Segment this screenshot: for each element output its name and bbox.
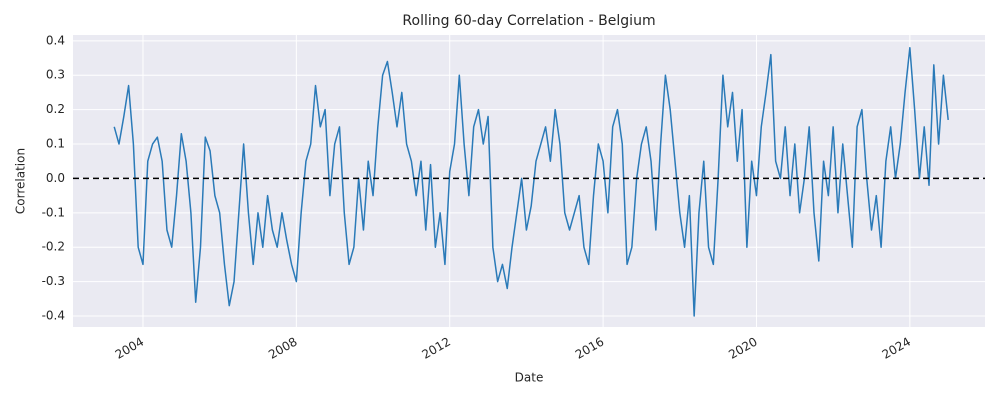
y-tick-label: 0.1 [46,137,65,151]
y-tick-label: -0.2 [42,240,65,254]
x-tick-label: 2024 [880,335,913,362]
y-tick-label: -0.3 [42,274,65,288]
y-tick-label: 0.4 [46,33,65,47]
y-tick-label: 0.0 [46,171,65,185]
y-tick-label: 0.2 [46,102,65,116]
y-axis-label: Correlation [14,148,28,214]
plot-area [73,35,985,327]
x-tick-label: 2020 [726,335,759,362]
x-axis-label: Date [515,371,544,385]
y-tick-label: -0.4 [42,308,65,322]
x-tick-label: 2012 [420,335,453,362]
x-tick-label: 2008 [266,335,299,362]
y-tick-label: -0.1 [42,205,65,219]
y-tick-label: 0.3 [46,68,65,82]
data-line [113,46,949,317]
x-tick-label: 2016 [573,335,606,362]
chart-title: Rolling 60-day Correlation - Belgium [402,13,655,29]
x-tick-label: 2004 [113,335,146,362]
